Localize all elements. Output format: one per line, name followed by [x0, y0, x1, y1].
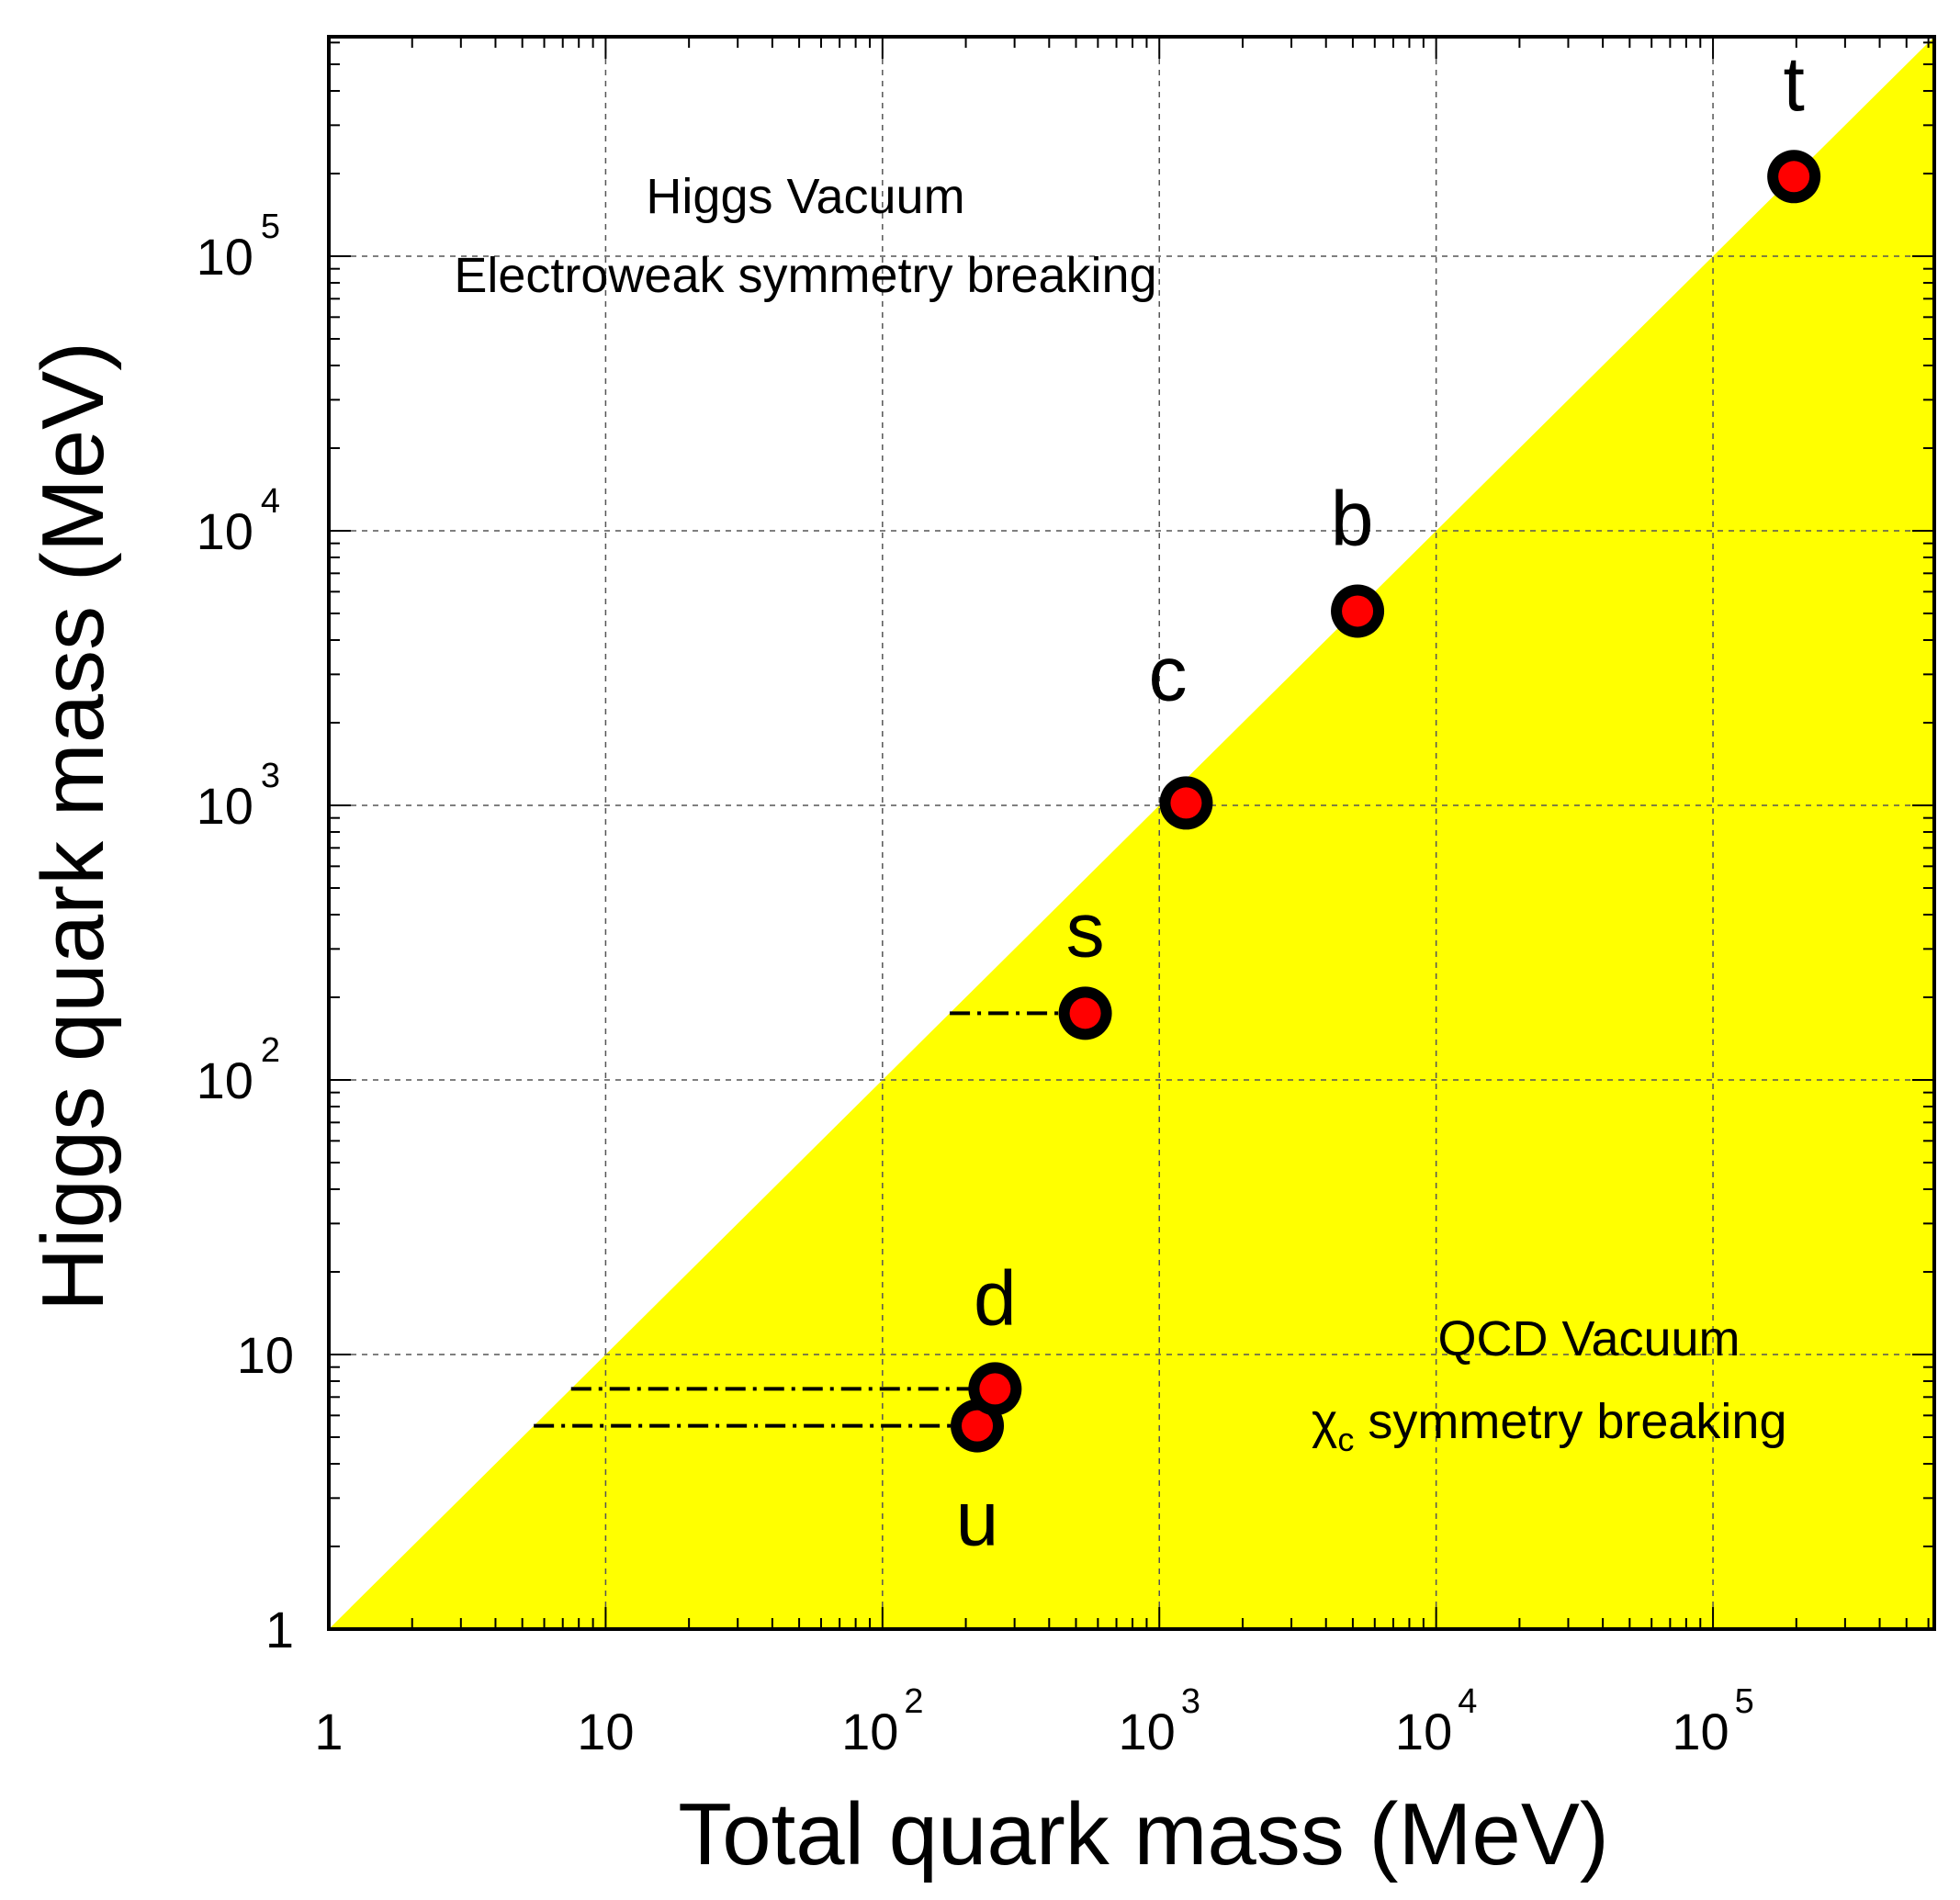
y-tick-base: 1 [265, 1601, 294, 1658]
y-tick-base: 10 [197, 1051, 253, 1109]
points: u d s c b t [951, 40, 1821, 1562]
x-tick-exponent: 4 [1458, 1682, 1477, 1721]
plot-frame [327, 35, 1936, 1631]
point-s [1069, 997, 1101, 1029]
y-tick-label: 10 [237, 1326, 294, 1384]
x-tick-base: 10 [1672, 1703, 1729, 1760]
x-tick-exponent: 2 [904, 1682, 923, 1721]
x-tick-label: 1 [314, 1703, 343, 1760]
qcd-vacuum-region [329, 37, 1934, 1629]
y-tick-label: 1 [265, 1601, 294, 1658]
reference-lines [534, 1011, 1086, 1428]
chiral-symmetry-label: χc symmetry breaking [1312, 1394, 1787, 1458]
point-label-u: u [956, 1476, 999, 1562]
x-tick-exponent: 5 [1735, 1682, 1754, 1721]
point-label-c: c [1148, 630, 1187, 716]
chi-subscript: c [1337, 1421, 1354, 1458]
chi-symbol: χ [1312, 1394, 1337, 1449]
y-tick-label: 102 [197, 1031, 280, 1109]
point-c [1170, 787, 1202, 819]
x-tick-label: 103 [1119, 1682, 1200, 1760]
x-tick-label: 102 [841, 1682, 923, 1760]
x-axis-title: Total quark mass (MeV) [678, 1785, 1609, 1883]
y-tick-base: 10 [197, 502, 253, 560]
x-tick-base: 10 [577, 1703, 634, 1760]
x-tick-base: 10 [1395, 1703, 1452, 1760]
symmetry-breaking-text: symmetry breaking [1354, 1394, 1786, 1449]
x-tick-exponent: 3 [1181, 1682, 1200, 1721]
y-tick-exponent: 2 [261, 1031, 280, 1070]
x-tick-label: 10 [577, 1703, 634, 1760]
y-tick-base: 10 [197, 228, 253, 286]
y-tick-label: 104 [197, 482, 280, 560]
x-tick-label: 105 [1672, 1682, 1753, 1760]
grid [329, 37, 1934, 1629]
point-t [1778, 161, 1810, 193]
y-tick-exponent: 4 [261, 482, 280, 521]
y-tick-label: 105 [197, 208, 280, 286]
y-tick-label: 103 [197, 757, 280, 835]
y-tick-exponent: 3 [261, 757, 280, 795]
qcd-vacuum-label: QCD Vacuum [1437, 1311, 1740, 1366]
point-label-s: s [1066, 886, 1105, 972]
y-tick-exponent: 5 [261, 208, 280, 246]
point-label-d: d [974, 1254, 1017, 1341]
higgs-vacuum-label: Higgs Vacuum [646, 169, 964, 224]
y-tick-base: 10 [197, 777, 253, 835]
point-d [979, 1373, 1011, 1405]
point-u [962, 1410, 994, 1442]
electroweak-label: Electroweak symmetry breaking [454, 248, 1156, 303]
point-label-b: b [1331, 475, 1374, 561]
x-tick-base: 1 [314, 1703, 343, 1760]
x-tick-label: 104 [1395, 1682, 1477, 1760]
point-b [1342, 595, 1374, 627]
y-tick-base: 10 [237, 1326, 294, 1384]
y-axis-title: Higgs quark mass (MeV) [24, 342, 122, 1311]
x-tick-base: 10 [841, 1703, 898, 1760]
point-label-t: t [1783, 40, 1804, 127]
x-tick-base: 10 [1119, 1703, 1176, 1760]
